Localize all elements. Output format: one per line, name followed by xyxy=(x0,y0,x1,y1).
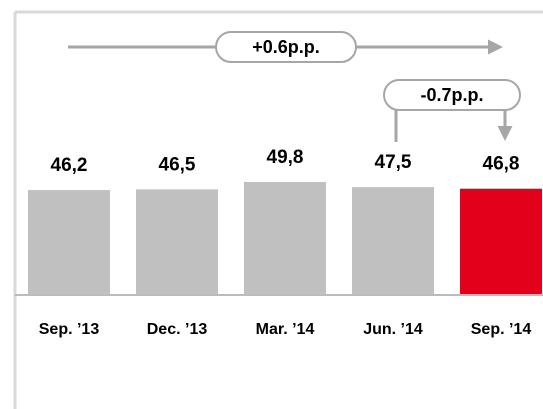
value-label: 46,8 xyxy=(483,154,520,175)
annotation-box xyxy=(383,79,521,111)
x-tick-label: Sep. ’14 xyxy=(471,321,532,338)
annotation: +0.6p.p. xyxy=(252,37,320,57)
bar xyxy=(352,187,434,294)
value-label: 46,2 xyxy=(51,155,88,176)
x-tick-label: Jun. ’14 xyxy=(363,321,423,338)
bar xyxy=(244,181,326,294)
x-tick-label: Sep. ’13 xyxy=(39,321,100,338)
x-tick-label: Mar. ’14 xyxy=(256,321,315,338)
annotation: -0.7p.p. xyxy=(420,85,483,105)
value-label: 46,5 xyxy=(159,154,196,175)
bar xyxy=(136,189,218,294)
value-label: 47,5 xyxy=(375,152,412,173)
annotation-box xyxy=(215,31,357,63)
value-label: 49,8 xyxy=(267,147,304,168)
bar xyxy=(28,190,110,294)
bar xyxy=(460,188,542,294)
x-tick-label: Dec. ’13 xyxy=(147,321,208,338)
